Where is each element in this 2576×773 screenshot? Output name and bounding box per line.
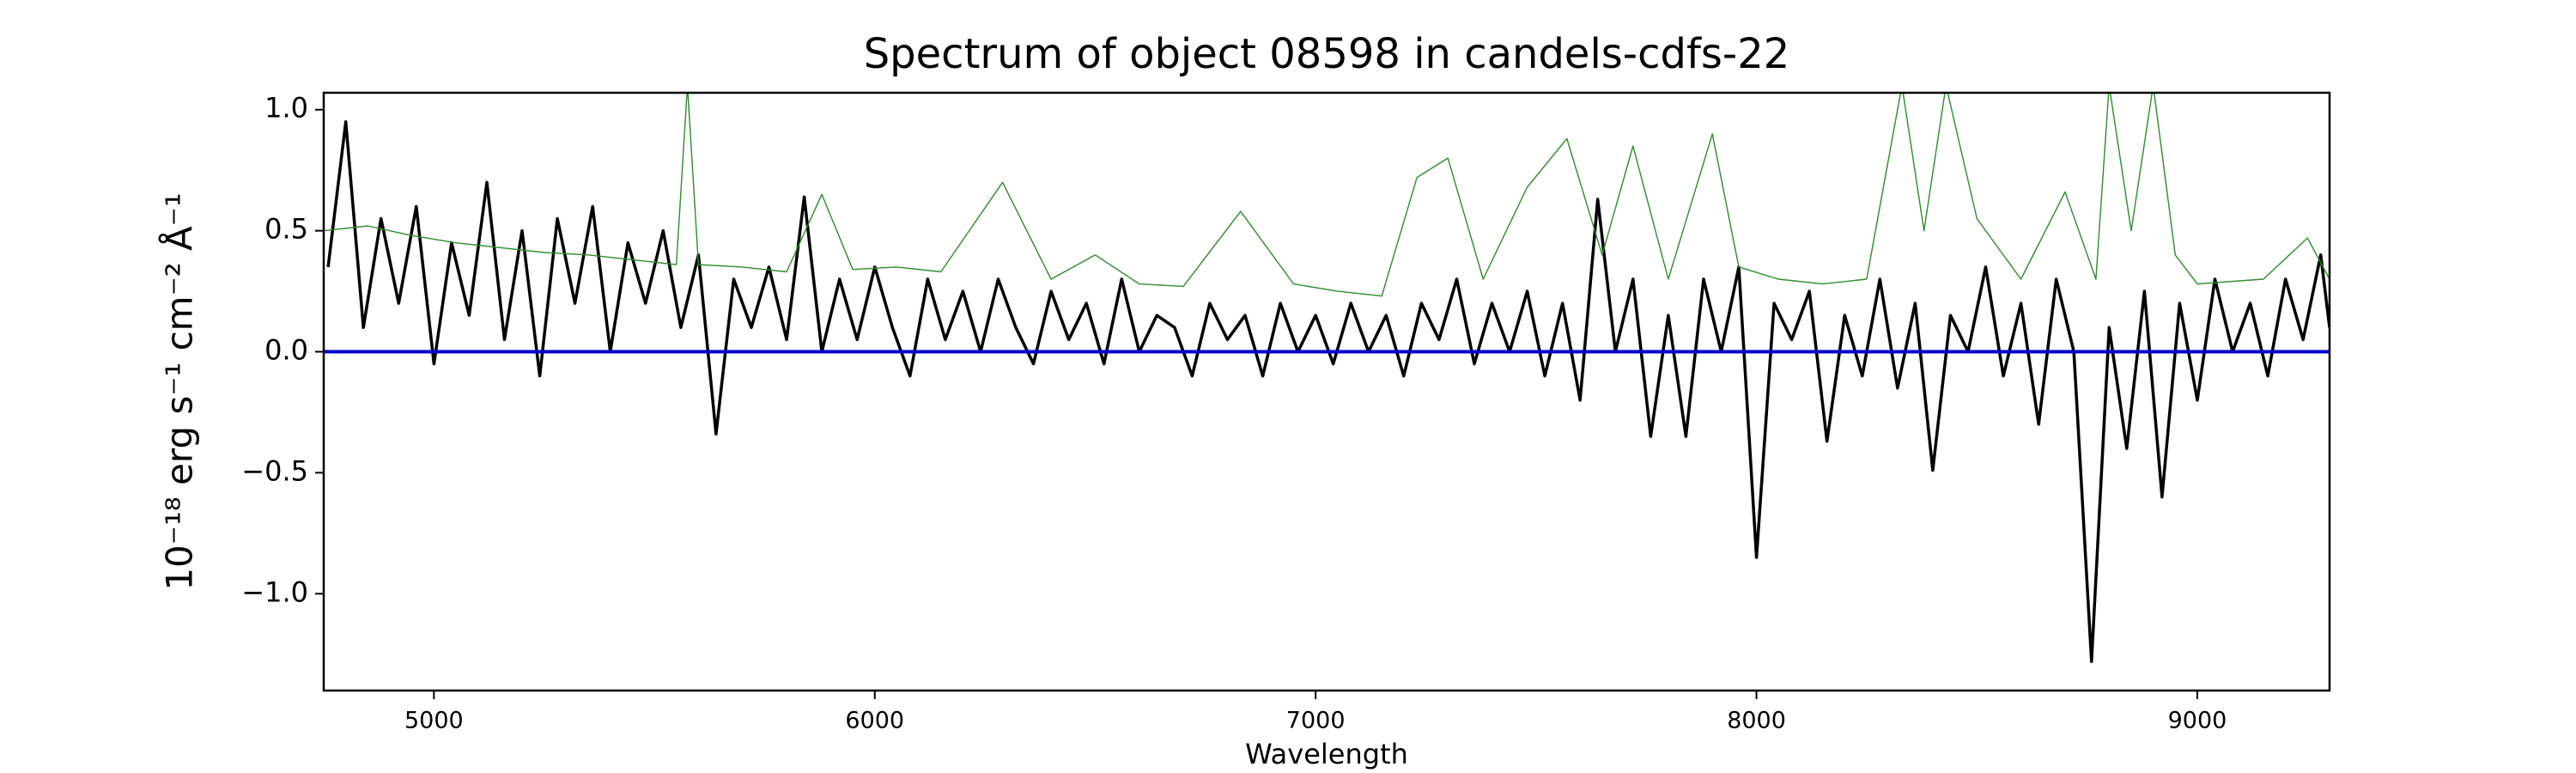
- y-tick-label: 0.0: [264, 334, 308, 367]
- y-tick-label: 0.5: [264, 213, 308, 246]
- x-tick-label: 7000: [1286, 708, 1346, 734]
- x-axis-label: Wavelength: [1245, 738, 1408, 770]
- x-tick-label: 6000: [845, 708, 904, 734]
- x-tick-label: 5000: [404, 708, 464, 734]
- x-tick-label: 8000: [1727, 708, 1786, 734]
- y-tick-label: 1.0: [264, 92, 308, 125]
- x-tick-label: 9000: [2168, 708, 2227, 734]
- spectrum-line: [326, 120, 2330, 663]
- spectrum-line: [324, 93, 2330, 297]
- chart-title: Spectrum of object 08598 in candels-cdfs…: [864, 30, 1790, 78]
- y-axis-label: 10⁻¹⁸ erg s⁻¹ cm⁻² Å⁻¹: [158, 192, 201, 590]
- y-tick-label: −0.5: [241, 454, 308, 487]
- plot-area: [324, 93, 2330, 663]
- y-tick-label: −1.0: [241, 575, 308, 608]
- axes-frame: [322, 91, 2331, 692]
